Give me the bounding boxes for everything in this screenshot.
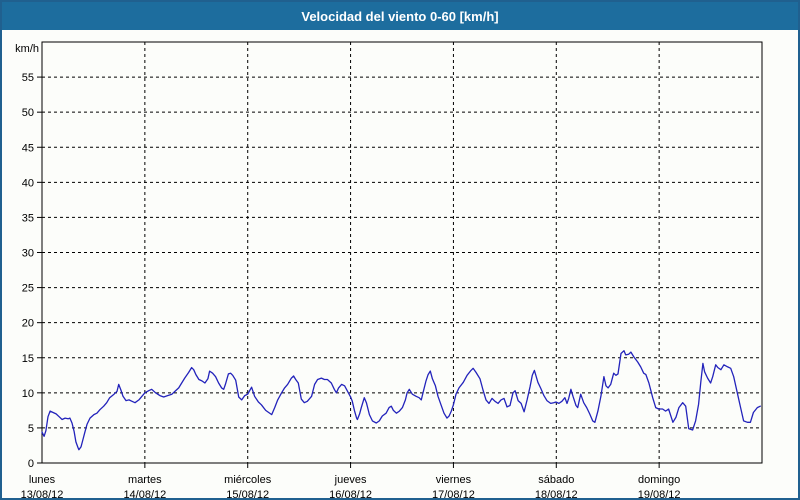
plot-border bbox=[41, 41, 763, 464]
y-tick-label: 20 bbox=[22, 318, 34, 330]
y-axis-unit-label: km/h bbox=[15, 43, 39, 55]
wind-speed-line bbox=[41, 350, 761, 451]
x-day-date-label: 15/08/12 bbox=[226, 489, 269, 498]
y-tick-label: 0 bbox=[28, 458, 34, 470]
y-tick-label: 15 bbox=[22, 353, 34, 365]
x-day-date-label: 17/08/12 bbox=[432, 489, 475, 498]
y-tick-label: 30 bbox=[22, 248, 34, 260]
x-day-date-label: 19/08/12 bbox=[638, 489, 681, 498]
y-tick-label: 55 bbox=[22, 72, 34, 84]
y-tick-label: 45 bbox=[22, 142, 34, 154]
x-day-name-label: sábado bbox=[538, 474, 574, 486]
x-day-name-label: viernes bbox=[436, 474, 472, 486]
x-day-date-label: 16/08/12 bbox=[329, 489, 372, 498]
y-tick-label: 5 bbox=[28, 423, 34, 435]
x-day-name-label: jueves bbox=[334, 474, 367, 486]
y-tick-label: 50 bbox=[22, 107, 34, 119]
x-day-name-label: lunes bbox=[29, 474, 56, 486]
x-day-date-label: 14/08/12 bbox=[123, 489, 166, 498]
x-day-date-label: 13/08/12 bbox=[21, 489, 64, 498]
y-tick-label: 35 bbox=[22, 212, 34, 224]
chart-title: Velocidad del viento 0-60 [km/h] bbox=[301, 8, 499, 24]
x-day-name-label: miércoles bbox=[224, 474, 272, 486]
x-day-name-label: martes bbox=[128, 474, 162, 486]
chart-title-bar: Velocidad del viento 0-60 [km/h] bbox=[2, 2, 798, 30]
y-tick-label: 10 bbox=[22, 388, 34, 400]
x-day-name-label: domingo bbox=[638, 474, 680, 486]
y-tick-label: 40 bbox=[22, 177, 34, 189]
y-tick-label: 25 bbox=[22, 283, 34, 295]
x-day-date-label: 18/08/12 bbox=[535, 489, 578, 498]
